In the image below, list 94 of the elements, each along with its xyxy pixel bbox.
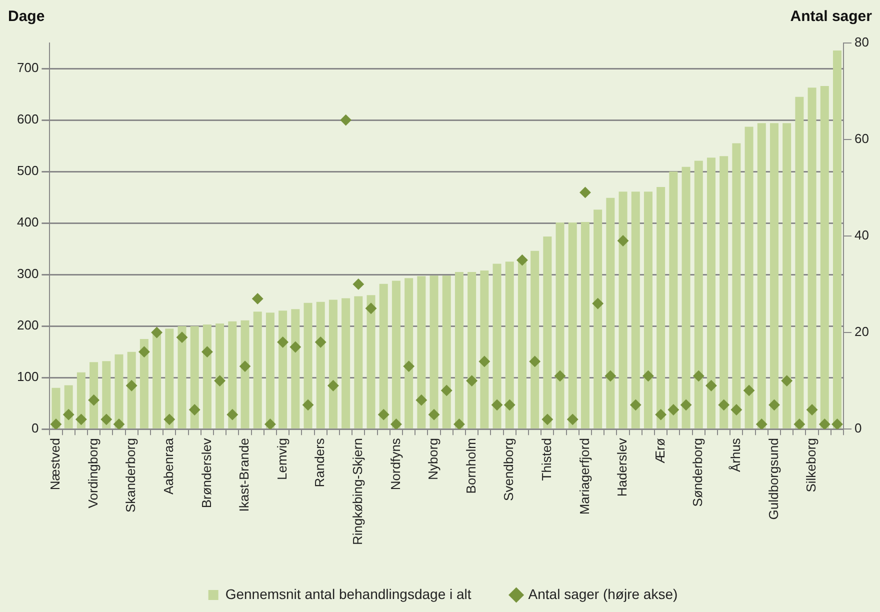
bar [820, 86, 829, 428]
x-tick-label: Ikast-Brande [236, 438, 252, 512]
bar [178, 326, 186, 428]
bar [606, 198, 615, 428]
bar [442, 276, 451, 428]
bar [304, 302, 312, 428]
bar [706, 158, 716, 428]
bar [190, 326, 199, 428]
bar [795, 96, 804, 428]
y2-tick-label: 0 [854, 420, 862, 436]
x-tick-label: Bornholm [463, 438, 478, 494]
y2-axis-title: Antal sager [790, 8, 872, 27]
bar [240, 320, 250, 428]
bar [404, 278, 414, 428]
bar [228, 321, 237, 428]
y-tick-label: 700 [16, 60, 39, 76]
bar [808, 88, 816, 428]
x-tick-label: Lemvig [274, 438, 290, 480]
bar [732, 143, 741, 428]
bar [366, 295, 376, 428]
x-tick-label: Nyborg [426, 438, 441, 480]
y2-tick-label: 40 [854, 228, 870, 243]
legend-label: Gennemsnit antal behandlingsdage i alt [225, 586, 472, 602]
bar [720, 156, 728, 428]
legend-label: Antal sager (højre akse) [528, 586, 678, 602]
bar [594, 210, 602, 428]
bar [530, 250, 540, 428]
bar [354, 296, 363, 428]
bar [392, 280, 400, 428]
bar [216, 323, 224, 428]
bar [165, 328, 174, 428]
bar [328, 300, 338, 428]
bar [556, 222, 564, 428]
x-tick-label: Ringkøbing-Skjern [350, 438, 365, 546]
bar [580, 222, 590, 428]
x-tick-label: Haderslev [614, 438, 630, 497]
bar [454, 272, 464, 428]
bar [669, 172, 678, 428]
x-tick-label: Ærø [652, 438, 668, 464]
bar [682, 166, 690, 428]
y-tick-label: 0 [31, 420, 39, 436]
x-tick-label: Svendborg [501, 438, 516, 501]
bar [379, 284, 388, 428]
bar [694, 160, 703, 428]
bar [656, 187, 666, 428]
bar [543, 236, 552, 428]
x-tick-label: Vordingborg [85, 438, 100, 508]
bar [492, 264, 502, 428]
bar [266, 312, 274, 428]
x-tick-label: Århus [728, 438, 744, 472]
bar [770, 123, 778, 428]
x-tick-label: Silkeborg [804, 438, 819, 492]
bar [202, 324, 212, 428]
bar [468, 272, 476, 428]
x-tick-label: Brønderslev [198, 438, 214, 508]
bar [278, 310, 288, 428]
y-tick-label: 300 [16, 266, 39, 282]
bar [568, 222, 577, 428]
x-tick-label: Thisted [539, 438, 554, 481]
bar [253, 312, 262, 428]
bar [505, 262, 514, 428]
y-tick-label: 200 [16, 318, 39, 333]
x-tick-label: Sønderborg [690, 438, 706, 507]
x-tick-label: Skanderborg [123, 438, 138, 513]
bar [417, 276, 426, 428]
x-tick-label: Mariagerfjord [576, 438, 592, 515]
bar [316, 302, 325, 428]
bar [114, 354, 124, 428]
x-tick-label: Nordfyns [388, 438, 403, 490]
bar [291, 309, 300, 428]
x-tick-label: Aabenraa [160, 437, 176, 494]
x-tick-label: Næstved [48, 438, 63, 490]
bar [342, 298, 350, 428]
y-axis-title: Dage [8, 8, 45, 27]
bar [832, 50, 842, 428]
bar [127, 352, 136, 428]
y-tick-label: 600 [16, 112, 39, 127]
bar [618, 192, 628, 428]
bar [644, 192, 652, 428]
bar [430, 276, 438, 428]
y-tick-label: 400 [16, 214, 39, 230]
y2-tick-label: 80 [854, 34, 870, 50]
y-tick-label: 500 [16, 163, 39, 178]
bar [480, 270, 489, 428]
y2-tick-label: 60 [854, 130, 870, 146]
y2-tick-label: 20 [854, 324, 870, 340]
bar [757, 123, 766, 428]
bar [631, 192, 640, 428]
x-tick-label: Guldborgsund [766, 438, 781, 520]
bar [782, 123, 792, 428]
y-tick-label: 100 [16, 369, 39, 384]
bar [140, 338, 148, 428]
bar [744, 126, 754, 428]
x-tick-label: Randers [312, 438, 328, 488]
